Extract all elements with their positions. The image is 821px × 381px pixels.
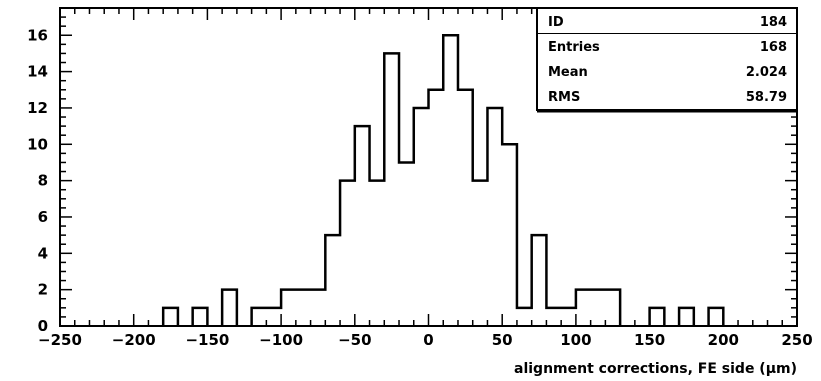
histogram-bin <box>384 53 399 326</box>
x-tick-label: 0 <box>423 331 433 349</box>
x-axis-tick-labels: −250 −200 −150 −100 −50 0 50 100 150 200 250 <box>38 331 813 349</box>
histogram-bin <box>399 162 414 326</box>
stats-mean-value: 2.024 <box>746 65 787 80</box>
x-tick-label: −250 <box>38 331 82 349</box>
x-tick-label: −200 <box>112 331 156 349</box>
stats-id-value: 184 <box>760 15 787 30</box>
stats-rms-label: RMS <box>548 90 580 105</box>
histogram-bin <box>709 308 724 326</box>
histogram-bin <box>370 181 385 326</box>
stats-box-frame <box>536 7 798 111</box>
y-tick-label: 4 <box>38 244 48 262</box>
stats-entries-value: 168 <box>760 40 787 55</box>
y-tick-label: 8 <box>38 172 48 190</box>
y-axis-ticks <box>60 7 797 327</box>
histogram-bin <box>487 108 502 326</box>
stats-mean-label: Mean <box>548 65 588 80</box>
histogram-bin <box>414 108 429 326</box>
histogram-bin <box>222 290 237 326</box>
x-tick-label: 50 <box>492 331 513 349</box>
stats-box: ID 184 Entries 168 Mean 2.024 RMS 58.79 <box>536 7 798 113</box>
histogram-bin <box>325 235 340 326</box>
histogram-bin <box>340 181 355 326</box>
histogram-bin <box>679 308 694 326</box>
histogram-bin <box>591 290 606 326</box>
histogram-outline <box>161 34 725 326</box>
histogram-bin <box>355 126 370 326</box>
histogram-bin <box>502 144 517 326</box>
stats-id-label: ID <box>548 15 564 30</box>
histogram-bin <box>532 235 547 326</box>
y-tick-label: 0 <box>38 317 48 335</box>
histogram-bin <box>576 290 591 326</box>
x-tick-label: 200 <box>708 331 739 349</box>
histogram-bin <box>252 308 267 326</box>
histogram-bin <box>458 90 473 326</box>
histogram-bin <box>429 90 444 326</box>
histogram-bin <box>546 308 561 326</box>
histogram-bin <box>281 290 296 326</box>
stats-entries-label: Entries <box>548 40 600 55</box>
x-tick-label: −100 <box>259 331 303 349</box>
histogram-bin <box>605 290 620 326</box>
y-axis-tick-labels: 0 2 4 6 8 10 12 14 16 <box>27 26 48 335</box>
x-tick-label: 250 <box>781 331 812 349</box>
histogram-bin <box>311 290 326 326</box>
y-tick-label: 2 <box>38 281 48 299</box>
x-tick-label: 150 <box>634 331 665 349</box>
histogram-bin <box>163 308 178 326</box>
histogram-bin <box>443 35 458 326</box>
histogram-bin <box>296 290 311 326</box>
histogram-bin <box>473 181 488 326</box>
y-tick-label: 6 <box>38 208 48 226</box>
y-tick-label: 16 <box>27 26 48 44</box>
y-tick-label: 12 <box>27 99 48 117</box>
stats-rms-value: 58.79 <box>746 90 787 105</box>
histogram-bin <box>650 308 665 326</box>
x-tick-label: −50 <box>338 331 371 349</box>
x-tick-label: −150 <box>185 331 229 349</box>
y-tick-label: 10 <box>27 135 48 153</box>
x-axis-title: alignment corrections, FE side (µm) <box>514 361 797 377</box>
histogram-bin <box>561 308 576 326</box>
x-tick-label: 100 <box>560 331 591 349</box>
histogram-bin <box>193 308 208 326</box>
histogram-bin <box>266 308 281 326</box>
y-tick-label: 14 <box>27 63 48 81</box>
histogram-bin <box>517 308 532 326</box>
